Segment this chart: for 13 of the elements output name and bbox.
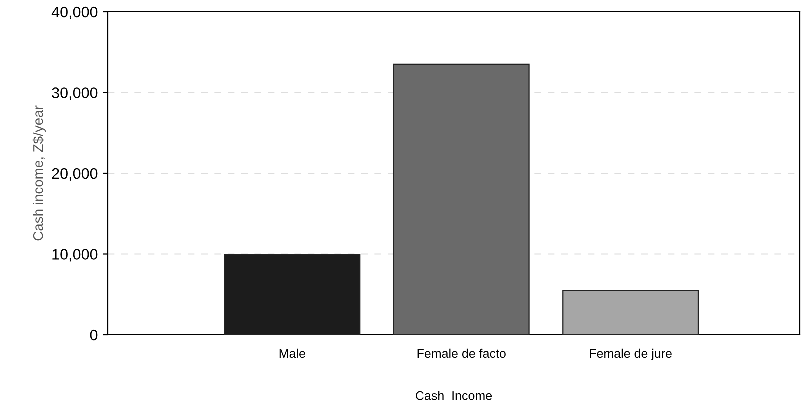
y-tick-label: 40,000 bbox=[52, 6, 98, 20]
x-tick-label: Female de facto bbox=[418, 348, 506, 358]
y-tick-label: 10,000 bbox=[52, 249, 98, 262]
y-axis-title: Cash income, Z$/year bbox=[32, 106, 46, 241]
y-tick-label: 20,000 bbox=[52, 168, 98, 181]
bar bbox=[393, 64, 530, 335]
x-tick-label: Male bbox=[280, 348, 306, 358]
bar bbox=[562, 290, 700, 335]
y-tick-label: 0 bbox=[90, 330, 98, 341]
x-axis-title: Cash Income bbox=[416, 391, 492, 400]
bar bbox=[224, 254, 361, 335]
y-tick-label: 30,000 bbox=[52, 88, 98, 100]
x-tick-label: Female de jure bbox=[590, 348, 672, 361]
